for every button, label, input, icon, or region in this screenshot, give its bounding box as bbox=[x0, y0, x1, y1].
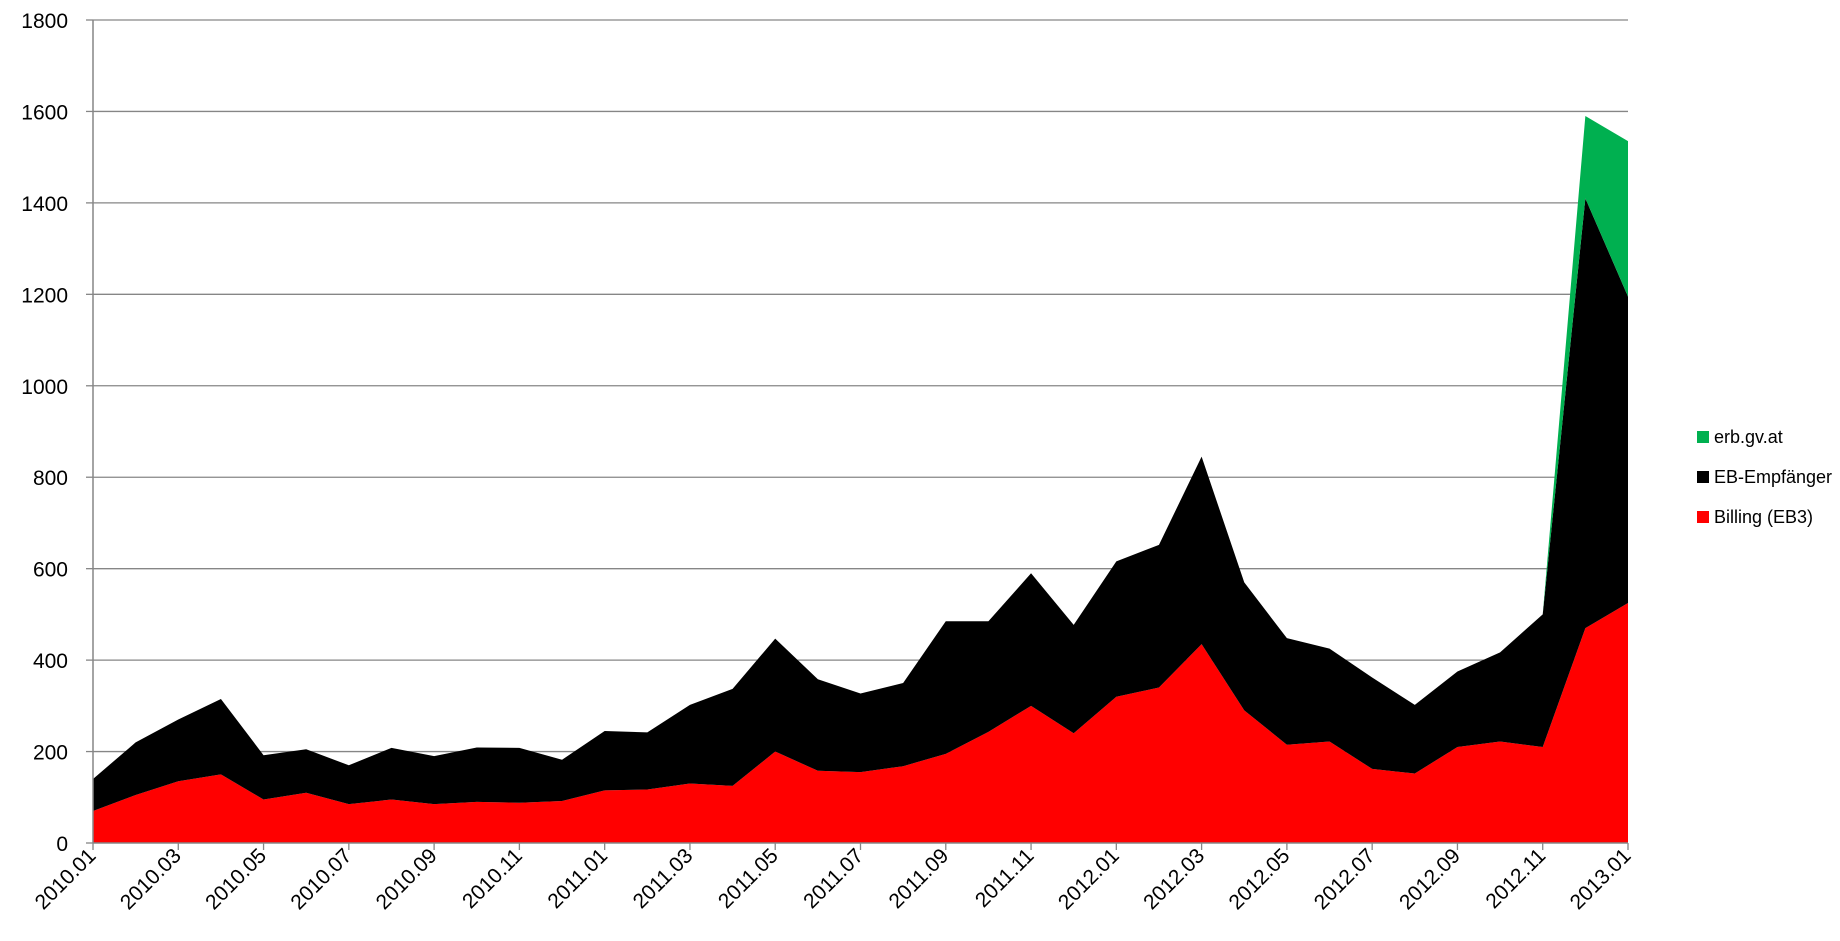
legend-label: erb.gv.at bbox=[1714, 427, 1783, 447]
x-tick-label: 2012.03 bbox=[1139, 844, 1209, 914]
x-tick-label: 2012.09 bbox=[1395, 844, 1465, 914]
axes bbox=[86, 19, 1629, 850]
x-tick-label: 2011.03 bbox=[629, 844, 698, 913]
legend: erb.gv.at EB-Empfänger Billing (EB3) bbox=[1697, 427, 1832, 527]
x-tick-label: 2013.01 bbox=[1566, 844, 1636, 914]
y-tick-label: 200 bbox=[33, 742, 68, 765]
x-tick-label: 2011.11 bbox=[971, 844, 1039, 912]
x-tick-label: 2010.09 bbox=[372, 844, 442, 914]
x-tick-label: 2011.07 bbox=[799, 844, 868, 913]
y-tick-label: 800 bbox=[33, 467, 68, 490]
x-tick-label: 2010.07 bbox=[286, 844, 356, 914]
y-tick-labels: 0 200 400 600 800 1000 1200 1400 1600 1800 bbox=[21, 10, 68, 856]
legend-label: EB-Empfänger bbox=[1714, 467, 1832, 487]
x-tick-label: 2011.05 bbox=[714, 844, 783, 913]
x-tick-label: 2010.05 bbox=[201, 844, 271, 914]
area-eb-empf-nger bbox=[93, 198, 1628, 811]
y-tick-label: 0 bbox=[56, 833, 68, 856]
legend-swatch bbox=[1697, 471, 1709, 483]
x-tick-label: 2010.11 bbox=[458, 844, 527, 913]
legend-label: Billing (EB3) bbox=[1714, 507, 1813, 527]
area-erb-gv-at bbox=[93, 116, 1628, 779]
x-tick-label: 2012.05 bbox=[1224, 844, 1294, 914]
y-tick-label: 400 bbox=[33, 650, 68, 673]
legend-swatch bbox=[1697, 511, 1709, 523]
area-billing-eb3 bbox=[93, 602, 1628, 843]
y-tick-label: 1000 bbox=[21, 376, 68, 399]
y-tick-label: 1200 bbox=[21, 284, 68, 307]
legend-swatch bbox=[1697, 431, 1709, 443]
y-tick-label: 1400 bbox=[21, 193, 68, 216]
y-tick-label: 600 bbox=[33, 559, 68, 582]
x-tick-label: 2011.09 bbox=[884, 844, 953, 913]
x-tick-label: 2012.07 bbox=[1310, 844, 1380, 914]
y-tick-label: 1800 bbox=[21, 10, 68, 33]
x-tick-label: 2012.01 bbox=[1054, 844, 1124, 914]
x-tick-labels: 2010.01 2010.03 2010.05 2010.07 2010.09 2010.… bbox=[31, 844, 1636, 914]
x-tick-label: 2010.03 bbox=[116, 844, 186, 914]
y-tick-label: 1600 bbox=[21, 101, 68, 124]
series-areas bbox=[93, 116, 1628, 843]
x-tick-label: 2011.01 bbox=[543, 844, 612, 913]
gridlines bbox=[93, 19, 1628, 753]
x-tick-label: 2012.11 bbox=[1481, 844, 1550, 913]
